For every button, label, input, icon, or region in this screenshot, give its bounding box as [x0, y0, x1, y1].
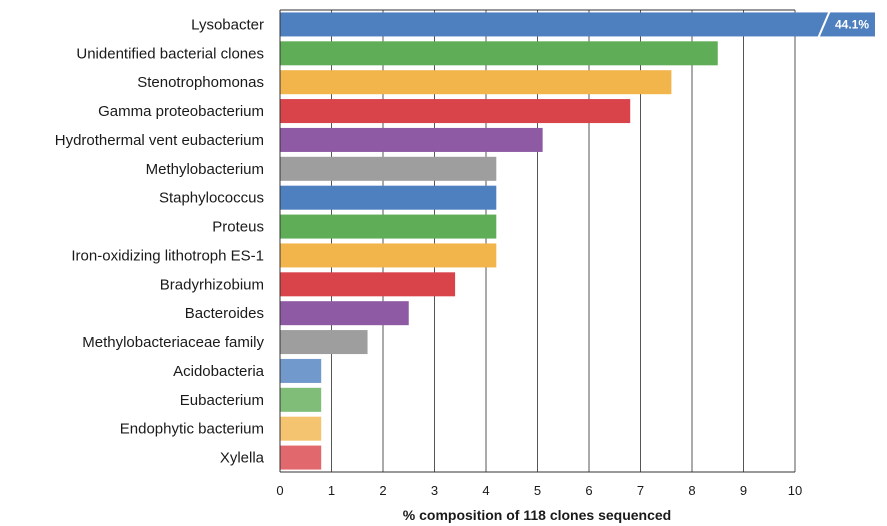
- bar: [280, 214, 497, 239]
- bar: [280, 416, 322, 441]
- category-label: Stenotrophomonas: [137, 74, 264, 91]
- x-tick-label: 10: [788, 483, 802, 498]
- bar: [280, 99, 631, 124]
- x-tick-label: 4: [482, 483, 489, 498]
- category-label: Hydrothermal vent eubacterium: [55, 132, 264, 149]
- bar: [280, 445, 322, 470]
- category-label: Acidobacteria: [173, 363, 265, 380]
- category-label: Unidentified bacterial clones: [76, 45, 264, 62]
- x-tick-label: 3: [431, 483, 438, 498]
- category-label: Staphylococcus: [159, 190, 264, 207]
- x-tick-label: 8: [688, 483, 695, 498]
- x-tick-label: 7: [637, 483, 644, 498]
- category-label: Lysobacter: [191, 16, 264, 33]
- bar: [280, 156, 497, 181]
- bar: [280, 127, 543, 152]
- x-tick-labels: 0 1 2 3 4 5 6 7 8 9 10: [276, 483, 802, 498]
- category-label: Bacteroides: [185, 305, 264, 322]
- category-labels: Lysobacter Unidentified bacterial clones S…: [55, 16, 265, 466]
- x-tick-label: 5: [534, 483, 541, 498]
- category-label: Methylobacterium: [146, 161, 264, 178]
- axis-break-mark: [817, 10, 831, 39]
- plot-frame: [279, 9, 795, 473]
- x-tick-label: 1: [328, 483, 335, 498]
- bar: [280, 387, 322, 412]
- bar: [280, 330, 368, 355]
- bar: [280, 243, 497, 268]
- bar: [280, 12, 875, 37]
- x-tick-label: 2: [379, 483, 386, 498]
- category-label: Gamma proteobacterium: [98, 103, 264, 120]
- bar: [280, 301, 409, 326]
- bar: [280, 70, 672, 95]
- x-tick-label: 0: [276, 483, 283, 498]
- category-label: Bradyrhizobium: [160, 276, 264, 293]
- bars-group: 44.1%: [280, 10, 875, 470]
- bar: [280, 272, 456, 297]
- x-tick-label: 6: [585, 483, 592, 498]
- category-label: Xylella: [220, 450, 265, 467]
- x-tick-label: 9: [740, 483, 747, 498]
- x-axis-title: % composition of 118 clones sequenced: [403, 507, 671, 523]
- category-label: Iron-oxidizing lithotroph ES-1: [71, 247, 264, 264]
- bar: [280, 185, 497, 210]
- bar: [280, 358, 322, 383]
- category-label: Methylobacteriaceae family: [82, 334, 264, 351]
- data-label: 44.1%: [835, 17, 869, 31]
- category-label: Endophytic bacterium: [120, 421, 264, 438]
- category-label: Proteus: [212, 219, 264, 236]
- bar: [280, 41, 718, 66]
- category-label: Eubacterium: [180, 392, 264, 409]
